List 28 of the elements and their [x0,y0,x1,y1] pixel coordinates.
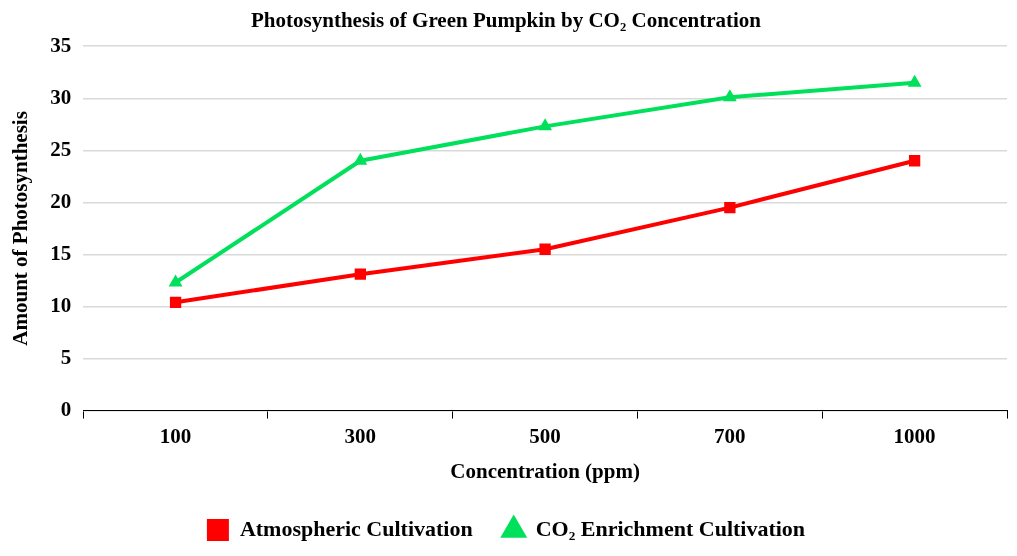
x-tick-label: 700 [714,423,746,448]
point [353,152,368,165]
y-tick-label: 20 [50,188,72,213]
y-tick-label: 5 [60,344,72,369]
point [539,243,551,255]
y-tick-label: 10 [50,292,72,317]
y-tick-label: 35 [50,32,72,57]
chart-title: Photosynthesis of Green Pumpkin by CO₂ Concentration [251,8,762,33]
x-tick-label: 300 [344,423,377,448]
point [354,268,366,280]
x-tick-label: 500 [529,423,561,448]
point [168,274,183,287]
point [169,296,182,308]
point [908,155,921,167]
y-tick-label: 0 [60,397,72,422]
point [538,118,553,131]
point [722,89,737,102]
x-tick-label: 1000 [893,423,936,448]
y-axis-title: Amount of Photosynthesis [8,111,33,346]
point [724,201,736,214]
y-tick-label: 25 [50,136,72,161]
point [907,74,922,87]
legend-label: Atmospheric Cultivation [239,515,473,541]
y-tick-label: 15 [50,240,72,265]
legend-label: CO₂ Enrichment Cultivation [535,515,806,541]
x-axis-title: Concentration (ppm) [450,458,640,483]
x-tick-label: 100 [159,423,192,448]
y-tick-label: 30 [50,84,72,109]
